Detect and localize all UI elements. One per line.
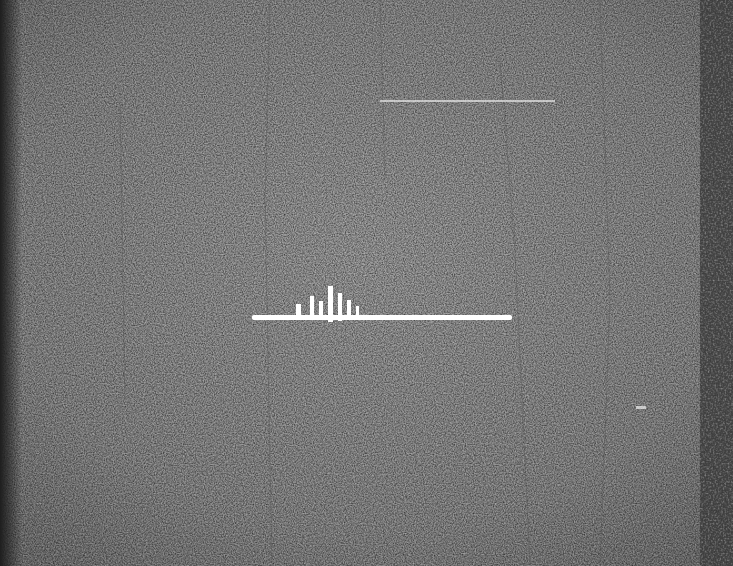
body: {} — [0, 0, 733, 566]
right-edge-grain — [700, 0, 733, 566]
grain-light — [0, 0, 733, 566]
page: Trace photo html, body { margin: 0; padd… — [0, 0, 733, 566]
left-edge — [0, 0, 22, 566]
photo — [0, 0, 733, 566]
speck — [636, 406, 646, 409]
